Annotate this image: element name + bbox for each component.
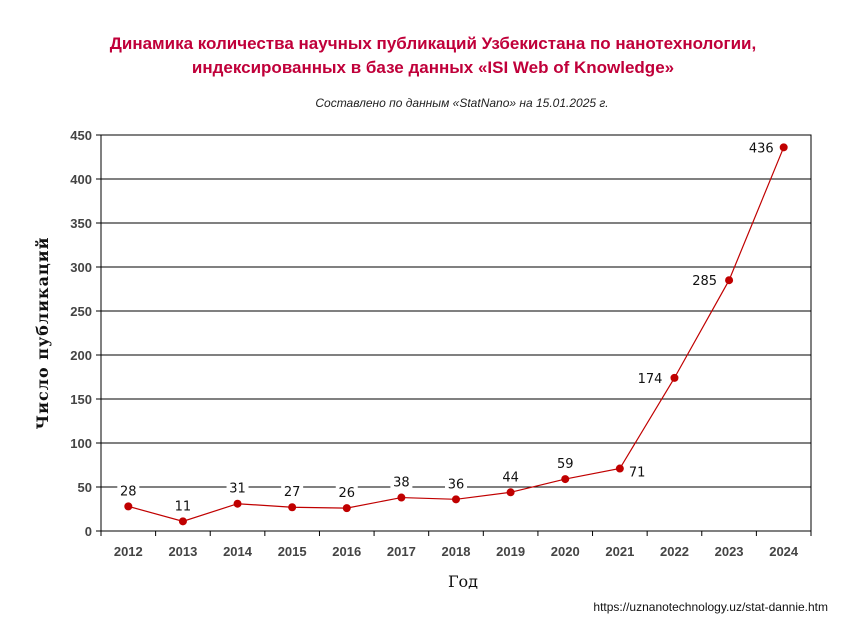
chart-title-line-1: Динамика количества научных публикаций У… bbox=[109, 34, 757, 53]
source-url: https://uznanotechnology.uz/stat-dannie.… bbox=[593, 600, 828, 614]
x-tick-label: 2018 bbox=[442, 544, 471, 559]
x-tick-label: 2020 bbox=[551, 544, 580, 559]
x-tick-label: 2013 bbox=[168, 544, 197, 559]
x-tick-label: 2012 bbox=[114, 544, 143, 559]
chart-subtitle: Составлено по данным «StatNano» на 15.01… bbox=[315, 96, 609, 110]
data-label: 38 bbox=[393, 476, 410, 491]
data-label-bg bbox=[690, 272, 721, 290]
data-label: 11 bbox=[175, 499, 192, 514]
y-tick-label: 250 bbox=[70, 304, 92, 319]
chart-title: Динамика количества научных публикаций У… bbox=[0, 32, 866, 80]
data-label-bg bbox=[335, 484, 358, 502]
y-tick-label: 450 bbox=[70, 128, 92, 143]
data-point bbox=[233, 499, 242, 508]
data-point bbox=[452, 495, 460, 504]
data-point bbox=[397, 493, 406, 502]
y-tick-label: 150 bbox=[70, 392, 92, 407]
x-axis-title: Год bbox=[448, 572, 478, 591]
x-tick-label: 2019 bbox=[496, 544, 525, 559]
data-label: 44 bbox=[502, 470, 519, 485]
data-point bbox=[506, 488, 515, 497]
series-line bbox=[128, 147, 785, 522]
x-tick-label: 2022 bbox=[660, 544, 689, 559]
data-label-bg bbox=[499, 468, 522, 486]
data-point bbox=[288, 503, 297, 512]
data-label: 36 bbox=[448, 477, 465, 492]
data-label-bg bbox=[746, 139, 777, 157]
data-label-bg bbox=[226, 479, 249, 497]
x-tick-label: 2015 bbox=[278, 544, 307, 559]
data-point bbox=[670, 373, 679, 382]
y-axis-title: Число публикаций bbox=[33, 237, 52, 430]
y-tick-label: 350 bbox=[70, 216, 92, 231]
data-point bbox=[561, 475, 570, 484]
data-label-bg bbox=[390, 473, 413, 491]
data-point bbox=[124, 502, 133, 511]
data-label-bg bbox=[554, 455, 577, 473]
x-tick-label: 2014 bbox=[223, 544, 253, 559]
data-label: 28 bbox=[120, 484, 137, 499]
plot-frame bbox=[100, 134, 812, 532]
y-tick-label: 0 bbox=[85, 524, 92, 539]
x-tick-label: 2016 bbox=[332, 544, 361, 559]
y-tick-label: 100 bbox=[70, 436, 92, 451]
data-label-bg bbox=[445, 475, 467, 493]
y-tick-label: 400 bbox=[70, 172, 92, 187]
data-label: 174 bbox=[638, 372, 663, 387]
data-label: 31 bbox=[229, 482, 246, 497]
data-point bbox=[725, 276, 734, 285]
x-tick-label: 2024 bbox=[769, 544, 799, 559]
data-label: 27 bbox=[284, 485, 301, 500]
x-tick-label: 2017 bbox=[387, 544, 416, 559]
data-point bbox=[178, 517, 187, 526]
data-label-bg bbox=[117, 482, 140, 500]
data-point bbox=[342, 504, 351, 513]
x-tick-label: 2021 bbox=[605, 544, 634, 559]
chart-title-line-2: индексированных в базе данных «ISI Web o… bbox=[191, 58, 675, 77]
data-label: 436 bbox=[749, 141, 774, 156]
x-tick-label: 2023 bbox=[715, 544, 744, 559]
data-point bbox=[779, 143, 788, 152]
data-label: 59 bbox=[557, 457, 574, 472]
data-label-bg bbox=[635, 369, 666, 387]
data-label: 285 bbox=[692, 274, 717, 289]
data-label: 71 bbox=[629, 466, 646, 481]
data-point bbox=[615, 464, 624, 473]
data-label-bg bbox=[171, 497, 194, 515]
data-label-bg bbox=[625, 463, 648, 481]
y-tick-label: 300 bbox=[70, 260, 92, 275]
y-tick-label: 50 bbox=[78, 480, 92, 495]
data-label: 26 bbox=[338, 486, 355, 501]
y-tick-label: 200 bbox=[70, 348, 92, 363]
data-label-bg bbox=[281, 483, 304, 501]
